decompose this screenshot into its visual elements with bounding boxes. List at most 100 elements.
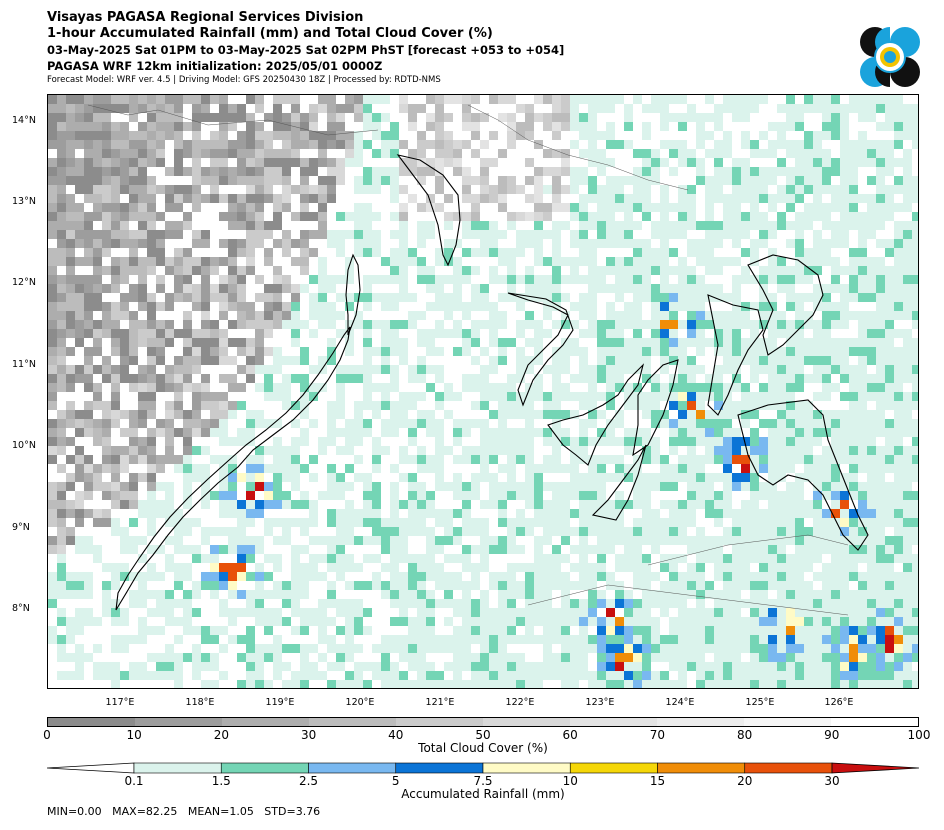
- grid-cell: [102, 509, 111, 518]
- grid-cell: [714, 266, 723, 275]
- grid-cell: [750, 671, 759, 680]
- grid-cell: [210, 590, 219, 599]
- grid-cell: [435, 455, 444, 464]
- grid-cell: [66, 635, 75, 644]
- grid-cell: [696, 365, 705, 374]
- grid-cell: [93, 509, 102, 518]
- grid-cell: [750, 545, 759, 554]
- grid-cell: [300, 257, 309, 266]
- grid-cell: [336, 473, 345, 482]
- grid-cell: [183, 122, 192, 131]
- grid-cell: [498, 428, 507, 437]
- grid-cell: [156, 122, 165, 131]
- grid-cell: [399, 212, 408, 221]
- grid-cell: [579, 545, 588, 554]
- grid-cell: [354, 212, 363, 221]
- grid-cell: [156, 338, 165, 347]
- grid-cell: [57, 140, 66, 149]
- lat-label-8: 8°N: [12, 603, 30, 614]
- grid-cell: [588, 392, 597, 401]
- grid-cell: [759, 212, 768, 221]
- grid-cell: [498, 626, 507, 635]
- grid-cell: [336, 626, 345, 635]
- grid-cell: [651, 311, 660, 320]
- grid-cell: [471, 482, 480, 491]
- grid-cell: [381, 320, 390, 329]
- grid-cell: [822, 257, 831, 266]
- grid-cell: [876, 482, 885, 491]
- grid-cell: [300, 617, 309, 626]
- grid-cell: [624, 680, 633, 688]
- grid-cell: [687, 617, 696, 626]
- grid-cell: [381, 365, 390, 374]
- grid-cell: [426, 662, 435, 671]
- grid-cell: [210, 545, 219, 554]
- grid-cell: [516, 545, 525, 554]
- grid-cell: [579, 635, 588, 644]
- grid-cell: [669, 500, 678, 509]
- grid-cell: [894, 374, 903, 383]
- grid-cell: [849, 464, 858, 473]
- grid-cell: [471, 608, 480, 617]
- grid-cell: [309, 185, 318, 194]
- grid-cell: [309, 671, 318, 680]
- grid-cell: [894, 221, 903, 230]
- grid-cell: [345, 680, 354, 688]
- grid-cell: [84, 158, 93, 167]
- grid-cell: [318, 635, 327, 644]
- grid-cell: [723, 590, 732, 599]
- grid-cell: [489, 428, 498, 437]
- grid-cell: [354, 104, 363, 113]
- grid-cell: [642, 149, 651, 158]
- grid-cell: [714, 599, 723, 608]
- grid-cell: [642, 428, 651, 437]
- grid-cell: [264, 248, 273, 257]
- grid-cell: [255, 95, 264, 104]
- grid-cell: [210, 401, 219, 410]
- grid-cell: [840, 122, 849, 131]
- grid-cell: [687, 374, 696, 383]
- grid-cell: [300, 122, 309, 131]
- grid-cell: [543, 617, 552, 626]
- grid-cell: [138, 329, 147, 338]
- grid-cell: [795, 194, 804, 203]
- grid-cell: [318, 536, 327, 545]
- grid-cell: [786, 527, 795, 536]
- grid-cell: [525, 158, 534, 167]
- grid-cell: [354, 95, 363, 104]
- grid-cell: [138, 284, 147, 293]
- grid-cell: [147, 428, 156, 437]
- grid-cell: [867, 518, 876, 527]
- grid-cell: [507, 464, 516, 473]
- grid-cell: [174, 581, 183, 590]
- grid-cell: [507, 212, 516, 221]
- grid-cell: [822, 518, 831, 527]
- grid-cell: [165, 329, 174, 338]
- grid-cell: [282, 455, 291, 464]
- grid-cell: [669, 401, 678, 410]
- grid-cell: [372, 113, 381, 122]
- grid-cell: [813, 635, 822, 644]
- grid-cell: [588, 248, 597, 257]
- grid-cell: [570, 212, 579, 221]
- grid-cell: [462, 329, 471, 338]
- grid-cell: [507, 437, 516, 446]
- grid-cell: [210, 266, 219, 275]
- grid-cell: [174, 563, 183, 572]
- grid-cell: [903, 149, 912, 158]
- grid-cell: [642, 158, 651, 167]
- grid-cell: [570, 545, 579, 554]
- grid-cell: [273, 320, 282, 329]
- grid-cell: [408, 626, 417, 635]
- grid-cell: [192, 554, 201, 563]
- grid-cell: [903, 374, 912, 383]
- grid-cell: [678, 680, 687, 688]
- grid-cell: [651, 446, 660, 455]
- grid-cell: [354, 203, 363, 212]
- grid-cell: [840, 140, 849, 149]
- grid-cell: [741, 455, 750, 464]
- grid-cell: [183, 545, 192, 554]
- grid-cell: [714, 221, 723, 230]
- grid-cell: [219, 257, 228, 266]
- grid-cell: [102, 149, 111, 158]
